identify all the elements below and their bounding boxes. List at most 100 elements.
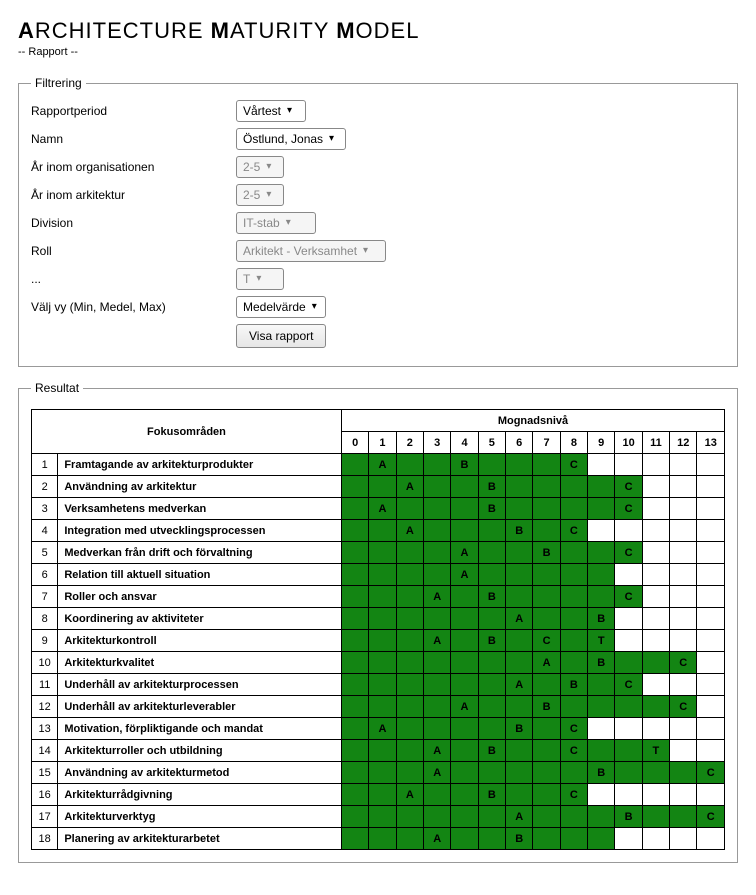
maturity-cell: B xyxy=(506,718,533,740)
maturity-cell xyxy=(615,828,642,850)
maturity-cell xyxy=(424,498,451,520)
maturity-cell xyxy=(670,608,697,630)
level-header: 3 xyxy=(424,432,451,454)
maturity-cell: C xyxy=(697,762,725,784)
maturity-cell xyxy=(341,630,368,652)
maturity-cell xyxy=(369,696,396,718)
filter-select[interactable]: Vårtest▾ xyxy=(236,100,306,122)
filter-label: Välj vy (Min, Medel, Max) xyxy=(31,300,236,314)
maturity-cell xyxy=(341,586,368,608)
maturity-cell xyxy=(478,674,505,696)
maturity-cell xyxy=(670,718,697,740)
maturity-cell xyxy=(341,674,368,696)
maturity-cell xyxy=(642,652,669,674)
maturity-cell xyxy=(670,762,697,784)
maturity-cell xyxy=(697,652,725,674)
maturity-cell: A xyxy=(424,740,451,762)
maturity-cell xyxy=(506,564,533,586)
maturity-cell xyxy=(506,542,533,564)
filter-select: T▾ xyxy=(236,268,284,290)
maturity-cell xyxy=(478,520,505,542)
level-header: 12 xyxy=(670,432,697,454)
maturity-cell: B xyxy=(588,608,615,630)
level-header: 9 xyxy=(588,432,615,454)
filter-select: IT-stab▾ xyxy=(236,212,316,234)
row-name: Arkitekturroller och utbildning xyxy=(58,740,342,762)
maturity-cell: C xyxy=(560,784,587,806)
maturity-cell xyxy=(697,542,725,564)
maturity-cell: C xyxy=(615,586,642,608)
table-row: 14Arkitekturroller och utbildningABCT xyxy=(32,740,725,762)
maturity-cell xyxy=(697,696,725,718)
maturity-cell: C xyxy=(560,740,587,762)
maturity-cell xyxy=(588,564,615,586)
maturity-cell: A xyxy=(369,718,396,740)
filter-label: År inom arkitektur xyxy=(31,188,236,202)
maturity-cell xyxy=(451,520,478,542)
maturity-cell xyxy=(588,696,615,718)
row-name: Verksamhetens medverkan xyxy=(58,498,342,520)
maturity-cell xyxy=(424,674,451,696)
filter-select[interactable]: Östlund, Jonas▾ xyxy=(236,128,346,150)
maturity-cell xyxy=(697,718,725,740)
maturity-cell xyxy=(424,652,451,674)
row-number: 12 xyxy=(32,696,58,718)
maturity-cell xyxy=(642,674,669,696)
maturity-cell xyxy=(341,564,368,586)
maturity-cell xyxy=(424,564,451,586)
level-header: 8 xyxy=(560,432,587,454)
maturity-cell xyxy=(560,652,587,674)
maturity-cell xyxy=(533,784,560,806)
maturity-cell xyxy=(506,696,533,718)
maturity-cell xyxy=(697,674,725,696)
table-row: 9ArkitekturkontrollABCT xyxy=(32,630,725,652)
maturity-cell xyxy=(560,828,587,850)
chevron-down-icon: ▾ xyxy=(266,190,271,200)
row-name: Underhåll av arkitekturprocessen xyxy=(58,674,342,696)
row-number: 13 xyxy=(32,718,58,740)
maturity-cell xyxy=(341,828,368,850)
maturity-cell xyxy=(670,630,697,652)
maturity-cell xyxy=(369,542,396,564)
maturity-cell: A xyxy=(451,696,478,718)
maturity-cell: B xyxy=(588,652,615,674)
maturity-cell xyxy=(670,740,697,762)
maturity-cell: A xyxy=(506,674,533,696)
maturity-cell xyxy=(588,718,615,740)
maturity-cell xyxy=(478,608,505,630)
maturity-cell xyxy=(478,718,505,740)
maturity-cell xyxy=(478,652,505,674)
maturity-cell xyxy=(478,564,505,586)
filter-select[interactable]: Medelvärde▾ xyxy=(236,296,326,318)
maturity-cell: A xyxy=(424,586,451,608)
row-number: 9 xyxy=(32,630,58,652)
maturity-cell xyxy=(642,564,669,586)
maturity-cell: A xyxy=(451,564,478,586)
maturity-cell xyxy=(697,608,725,630)
maturity-cell: T xyxy=(642,740,669,762)
maturity-cell xyxy=(369,608,396,630)
row-name: Användning av arkitektur xyxy=(58,476,342,498)
show-report-button[interactable]: Visa rapport xyxy=(236,324,326,348)
maturity-cell xyxy=(396,718,423,740)
row-name: Roller och ansvar xyxy=(58,586,342,608)
maturity-cell xyxy=(396,498,423,520)
maturity-cell xyxy=(341,454,368,476)
maturity-cell xyxy=(341,542,368,564)
maturity-cell xyxy=(533,608,560,630)
filter-label: Division xyxy=(31,216,236,230)
maturity-cell xyxy=(588,674,615,696)
row-name: Integration med utvecklingsprocessen xyxy=(58,520,342,542)
maturity-cell: C xyxy=(560,718,587,740)
maturity-cell xyxy=(369,828,396,850)
maturity-cell xyxy=(560,476,587,498)
chevron-down-icon: ▾ xyxy=(312,302,317,312)
maturity-cell xyxy=(697,586,725,608)
chevron-down-icon: ▾ xyxy=(286,218,291,228)
maturity-cell xyxy=(369,762,396,784)
maturity-cell xyxy=(451,806,478,828)
maturity-cell xyxy=(506,784,533,806)
maturity-cell xyxy=(478,806,505,828)
maturity-cell xyxy=(615,564,642,586)
maturity-cell: A xyxy=(533,652,560,674)
